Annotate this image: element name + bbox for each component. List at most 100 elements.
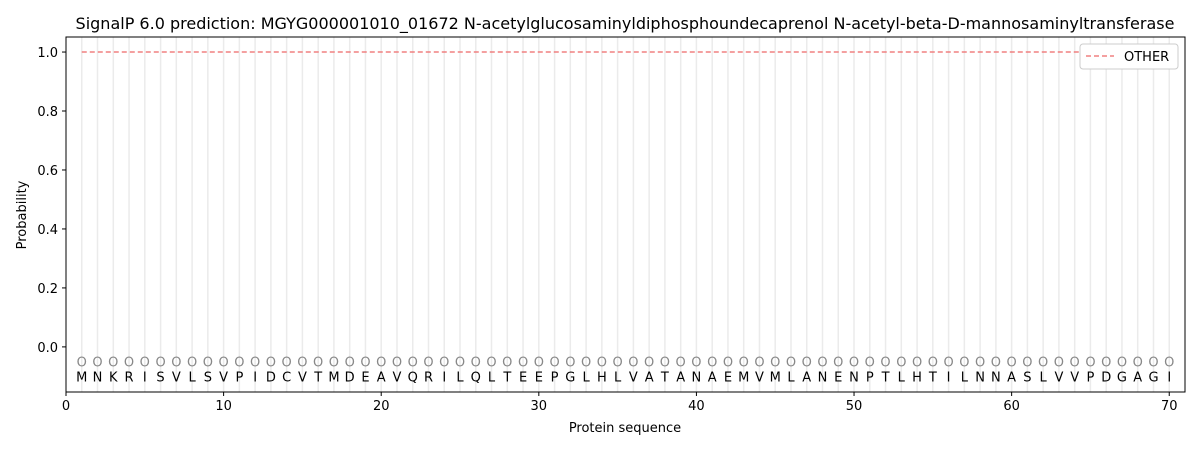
region-label: O [203,356,213,371]
region-label: O [77,356,87,371]
residue-label: V [219,370,228,385]
residue-label: L [787,370,795,385]
region-label: O [865,356,875,371]
region-label: O [581,356,591,371]
region-label: O [124,356,134,371]
region-label: O [880,356,890,371]
region-label: O [297,356,307,371]
residue-label: L [456,370,464,385]
region-label: O [613,356,623,371]
residue-label: V [172,370,181,385]
residue-label: A [708,370,717,385]
residue-label: K [109,370,118,385]
region-label: O [471,356,481,371]
y-tick-label: 0.0 [37,341,58,356]
residue-label: I [947,370,951,385]
region-label: O [439,356,449,371]
region-label: O [849,356,859,371]
residue-label: S [204,370,212,385]
residue-label: D [266,370,276,385]
y-tick-label: 1.0 [37,46,58,61]
residue-label: H [912,370,922,385]
residue-label: S [1023,370,1031,385]
residue-label: I [143,370,147,385]
region-label: O [817,356,827,371]
residue-label: A [1007,370,1016,385]
x-tick-label: 40 [688,399,705,414]
residue-label: I [253,370,257,385]
residue-label: V [298,370,307,385]
region-label: O [1101,356,1111,371]
region-label: O [408,356,418,371]
region-label: O [250,356,260,371]
residue-label: A [676,370,685,385]
residue-label: L [488,370,496,385]
region-label: O [1085,356,1095,371]
region-label: O [802,356,812,371]
residue-label: P [551,370,559,385]
residue-label: N [849,370,859,385]
residue-label: M [738,370,749,385]
region-label: O [676,356,686,371]
region-label: O [171,356,181,371]
region-label: O [1164,356,1174,371]
region-label: O [896,356,906,371]
region-label: O [486,356,496,371]
residue-label: A [377,370,386,385]
region-label: O [628,356,638,371]
residue-label: A [645,370,654,385]
region-label: O [723,356,733,371]
residue-label: G [1117,370,1127,385]
region-label: O [770,356,780,371]
region-label: O [549,356,559,371]
residue-label: H [597,370,607,385]
region-label: O [1022,356,1032,371]
region-label: O [1148,356,1158,371]
residue-label: N [991,370,1001,385]
region-label: O [329,356,339,371]
region-label: O [597,356,607,371]
legend: OTHER [1079,43,1179,70]
residue-label: I [442,370,446,385]
y-tick-label: 0.2 [37,282,58,297]
residue-label: N [692,370,702,385]
y-tick-label: 0.6 [37,164,58,179]
x-tick-label: 70 [1161,399,1178,414]
region-label: O [455,356,465,371]
residue-label: R [424,370,433,385]
residue-label: E [519,370,527,385]
region-label: O [660,356,670,371]
y-tick-label: 0.8 [37,105,58,120]
residue-label: T [660,370,669,385]
x-tick-label: 20 [373,399,390,414]
region-label: O [108,356,118,371]
region-label: O [1038,356,1048,371]
region-label: O [1117,356,1127,371]
region-label: O [1070,356,1080,371]
region-label: O [155,356,165,371]
region-label: O [991,356,1001,371]
residue-label: N [818,370,828,385]
region-label: O [754,356,764,371]
region-label: O [928,356,938,371]
residue-label: M [76,370,87,385]
residue-label: P [235,370,243,385]
region-label: O [943,356,953,371]
residue-label: T [502,370,511,385]
region-label: O [282,356,292,371]
residue-label: V [1054,370,1063,385]
residue-label: M [328,370,339,385]
residue-label: L [188,370,196,385]
region-label: O [975,356,985,371]
region-label: O [266,356,276,371]
residue-label: V [1070,370,1079,385]
y-axis-label: Probability [15,180,30,249]
residue-label: L [582,370,590,385]
region-label: O [313,356,323,371]
region-label: O [1133,356,1143,371]
residue-label: A [1133,370,1142,385]
residue-label: L [898,370,906,385]
region-label: O [187,356,197,371]
plot-frame [65,36,1186,393]
